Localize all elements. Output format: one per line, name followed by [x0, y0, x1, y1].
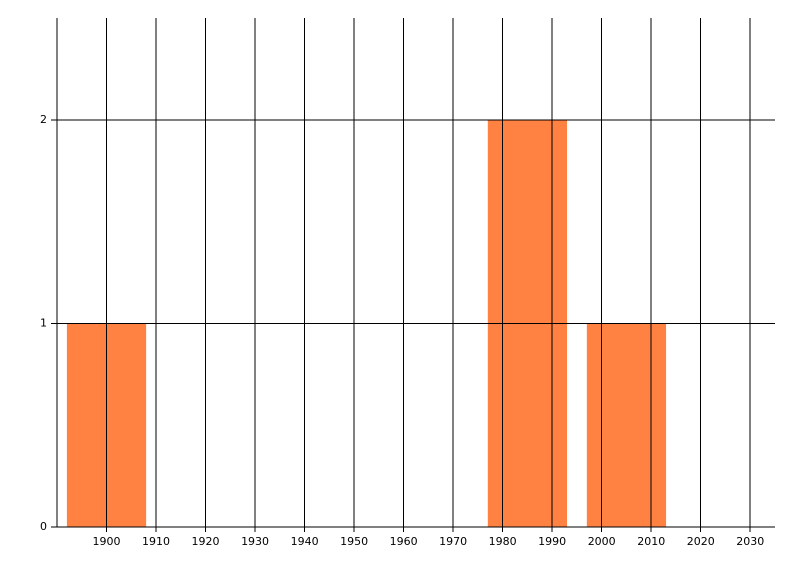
x-tick-label: 1920: [192, 535, 220, 548]
y-tick-label: 1: [40, 316, 47, 329]
bar: [586, 323, 667, 527]
x-tick-label: 2020: [687, 535, 715, 548]
x-tick-label: 1900: [93, 535, 121, 548]
x-tick-label: 1980: [489, 535, 517, 548]
x-tick-label: 1930: [241, 535, 269, 548]
y-tick-label: 0: [40, 520, 47, 533]
x-tick-label: 2000: [588, 535, 616, 548]
x-tick-label: 1940: [291, 535, 319, 548]
x-tick-label: 2030: [736, 535, 764, 548]
x-tick-label: 1960: [390, 535, 418, 548]
x-tick-label: 1950: [340, 535, 368, 548]
y-tick-label: 2: [40, 113, 47, 126]
x-tick-label: 1990: [538, 535, 566, 548]
x-tick-label: 1910: [142, 535, 170, 548]
x-tick-label: 1970: [439, 535, 467, 548]
x-tick-label: 2010: [637, 535, 665, 548]
